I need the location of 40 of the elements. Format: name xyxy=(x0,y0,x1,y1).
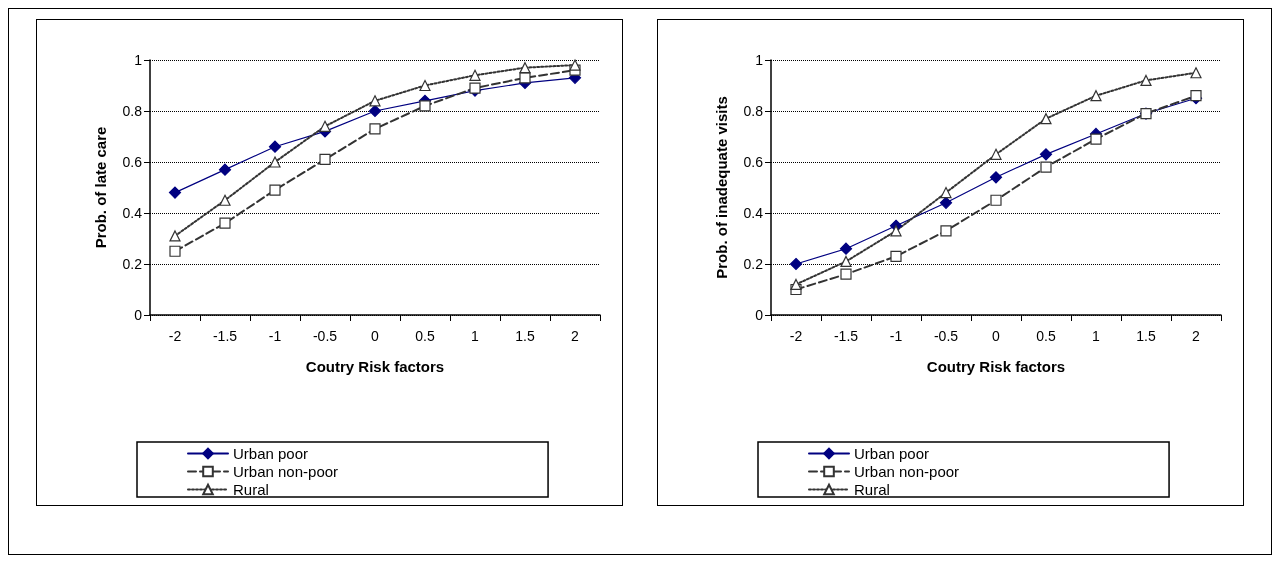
x-tick-label: 2 xyxy=(571,328,580,344)
legend-label: Urban poor xyxy=(233,445,309,462)
x-tick-label: 1 xyxy=(471,328,480,344)
x-tick-label: -2 xyxy=(789,328,803,344)
y-tick-label: 0.4 xyxy=(743,205,764,221)
y-tick-label: 0.6 xyxy=(743,154,764,170)
x-tick-label: 0 xyxy=(992,328,1001,344)
legend-label: Urban non-poor xyxy=(233,463,339,480)
legend-label: Urban non-poor xyxy=(854,463,960,480)
y-tick-label: 1 xyxy=(134,52,143,68)
x-tick-label: 0.5 xyxy=(415,328,435,344)
y-tick-label: 0.4 xyxy=(122,205,143,221)
x-axis-title: Coutry Risk factors xyxy=(926,358,1066,375)
y-tick-label: 1 xyxy=(755,52,764,68)
x-tick-label: 2 xyxy=(1192,328,1201,344)
y-axis-title: Prob. of late care xyxy=(92,126,109,249)
x-tick-label: -1 xyxy=(268,328,282,344)
y-tick-label: 0.2 xyxy=(122,256,143,272)
y-tick-label: 0.8 xyxy=(743,103,764,119)
x-tick-label: 1 xyxy=(1092,328,1101,344)
x-tick-label: 0.5 xyxy=(1036,328,1056,344)
y-axis-title: Prob. of inadequate visits xyxy=(713,96,730,279)
x-tick-label: 0 xyxy=(371,328,380,344)
legend-label: Rural xyxy=(233,481,269,498)
y-tick-label: 0 xyxy=(134,307,143,323)
x-tick-label: -2 xyxy=(168,328,182,344)
x-tick-label: -0.5 xyxy=(933,328,959,344)
x-tick-label: -1.5 xyxy=(833,328,859,344)
legend-label: Urban poor xyxy=(854,445,930,462)
x-tick-label: -1 xyxy=(889,328,903,344)
x-tick-label: 1.5 xyxy=(515,328,535,344)
x-axis-title: Coutry Risk factors xyxy=(305,358,445,375)
x-tick-label: -0.5 xyxy=(312,328,338,344)
y-tick-label: 0.2 xyxy=(743,256,764,272)
x-tick-label: -1.5 xyxy=(212,328,238,344)
y-tick-label: 0.8 xyxy=(122,103,143,119)
y-tick-label: 0 xyxy=(755,307,764,323)
y-tick-label: 0.6 xyxy=(122,154,143,170)
legend-label: Rural xyxy=(854,481,890,498)
x-tick-label: 1.5 xyxy=(1136,328,1156,344)
